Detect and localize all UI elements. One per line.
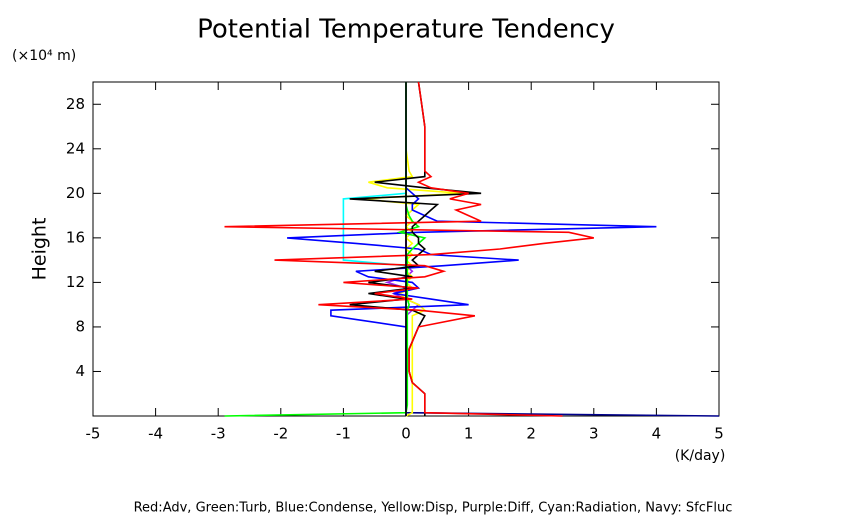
y-unit: (×10⁴ m) [12, 48, 76, 64]
x-tick-label: 4 [652, 425, 662, 443]
legend-text: Red:Adv, Green:Turb, Blue:Condense, Yell… [134, 501, 733, 516]
x-tick-label: 2 [526, 425, 536, 443]
x-tick-label: 5 [714, 425, 724, 443]
profile-line [405, 82, 720, 417]
profile-line [342, 82, 407, 416]
y-tick-label: 4 [75, 362, 85, 380]
x-tick-label: 1 [464, 425, 474, 443]
profile-line [287, 82, 657, 416]
x-tick-label: -3 [211, 425, 226, 443]
y-tick-label: 12 [66, 273, 85, 291]
y-tick-label: 28 [66, 95, 85, 113]
y-tick-label: 20 [66, 184, 85, 202]
profile-line [224, 82, 427, 417]
x-tick-label: -5 [86, 425, 101, 443]
chart-title: Potential Temperature Tendency [197, 15, 615, 45]
y-tick-label: 24 [66, 139, 85, 157]
y-tick-label: 16 [66, 228, 85, 246]
x-tick-label: -2 [273, 425, 288, 443]
x-tick-label: -1 [336, 425, 351, 443]
x-tick-label: 3 [589, 425, 599, 443]
profile-line [224, 81, 594, 417]
y-tick-label: 8 [75, 317, 85, 335]
x-tick-label: -4 [148, 425, 163, 443]
y-axis-label: Height [29, 218, 51, 281]
x-tick-label: 0 [401, 425, 411, 443]
x-unit: (K/day) [675, 448, 726, 464]
